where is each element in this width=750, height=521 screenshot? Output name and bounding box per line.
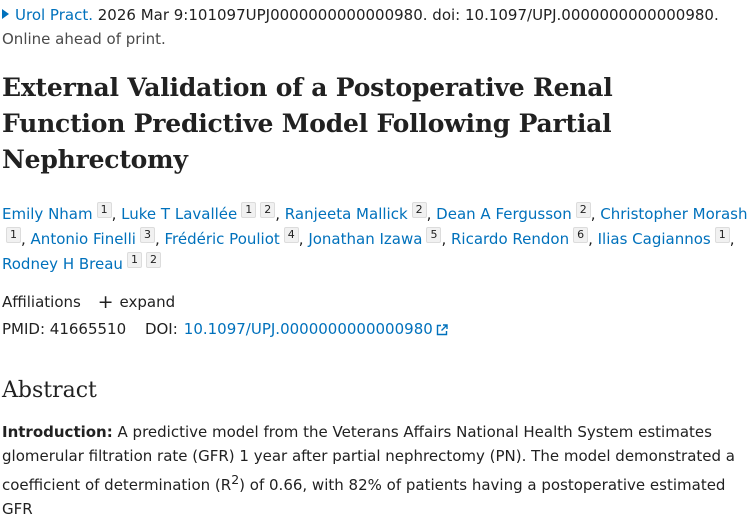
affiliation-badge[interactable]: 6: [573, 227, 589, 243]
caret-right-icon[interactable]: [2, 9, 9, 19]
journal-link[interactable]: Urol Pract.: [15, 6, 93, 24]
author-link[interactable]: Dean A Fergusson: [436, 205, 572, 223]
pmid-label: PMID:: [2, 320, 46, 338]
affiliation-badge[interactable]: 2: [260, 202, 276, 218]
external-link-icon: [436, 324, 448, 336]
affiliation-badge[interactable]: 1: [714, 227, 730, 243]
introduction-superscript: 2: [231, 472, 240, 487]
affiliation-badge[interactable]: 2: [411, 202, 427, 218]
affiliation-badge[interactable]: 3: [139, 227, 155, 243]
author-link[interactable]: Ranjeeta Mallick: [284, 205, 408, 223]
identifiers-row: PMID: 41665510 DOI: 10.1097/UPJ.000000000…: [2, 317, 448, 341]
pmid-value: 41665510: [49, 320, 127, 338]
affiliations-row: Affiliations + expand: [2, 290, 175, 314]
citation-line: Urol Pract. 2026 Mar 9:101097UPJ00000000…: [2, 3, 719, 27]
plus-icon: +: [97, 291, 114, 313]
affiliation-badge[interactable]: 4: [283, 227, 299, 243]
introduction-text-1: A predictive model from the Veterans Aff…: [2, 423, 736, 494]
citation-details: 2026 Mar 9:101097UPJ0000000000000980. do…: [97, 6, 719, 24]
introduction-label: Introduction:: [2, 423, 113, 441]
doi-link[interactable]: 10.1097/UPJ.0000000000000980: [184, 320, 448, 338]
author-link[interactable]: Jonathan Izawa: [308, 230, 423, 248]
doi-label: DOI:: [144, 320, 178, 338]
author-link[interactable]: Rodney H Breau: [2, 255, 123, 273]
author-link[interactable]: Antonio Finelli: [30, 230, 136, 248]
abstract-heading: Abstract: [2, 378, 97, 403]
abstract-introduction: Introduction: A predictive model from th…: [2, 420, 742, 521]
author-link[interactable]: Christopher Morash: [600, 205, 748, 223]
author-link[interactable]: Ilias Cagiannos: [597, 230, 711, 248]
doi-value: 10.1097/UPJ.0000000000000980: [183, 320, 433, 338]
affiliation-badge[interactable]: 1: [6, 227, 21, 243]
affiliation-badge[interactable]: 1: [96, 202, 112, 218]
author-link[interactable]: Ricardo Rendon: [450, 230, 570, 248]
affiliation-badge[interactable]: 5: [426, 227, 442, 243]
expand-label: expand: [119, 293, 176, 311]
expand-affiliations-button[interactable]: + expand: [98, 290, 176, 314]
article-title: External Validation of a Postoperative R…: [2, 73, 613, 174]
author-link[interactable]: Emily Nham: [2, 205, 93, 223]
affiliation-badge[interactable]: 2: [575, 202, 591, 218]
affiliation-badge[interactable]: 1: [241, 202, 257, 218]
affiliation-badge[interactable]: 1: [126, 252, 142, 268]
author-list: Emily Nham 1, Luke T Lavallée 1 2, Ranjeeta…: [2, 202, 748, 273]
affiliation-badge[interactable]: 2: [145, 252, 161, 268]
author-link[interactable]: Frédéric Pouliot: [164, 230, 280, 248]
author-link[interactable]: Luke T Lavallée: [121, 205, 238, 223]
affiliations-label: Affiliations: [2, 293, 81, 311]
publication-status: Online ahead of print.: [2, 30, 166, 48]
